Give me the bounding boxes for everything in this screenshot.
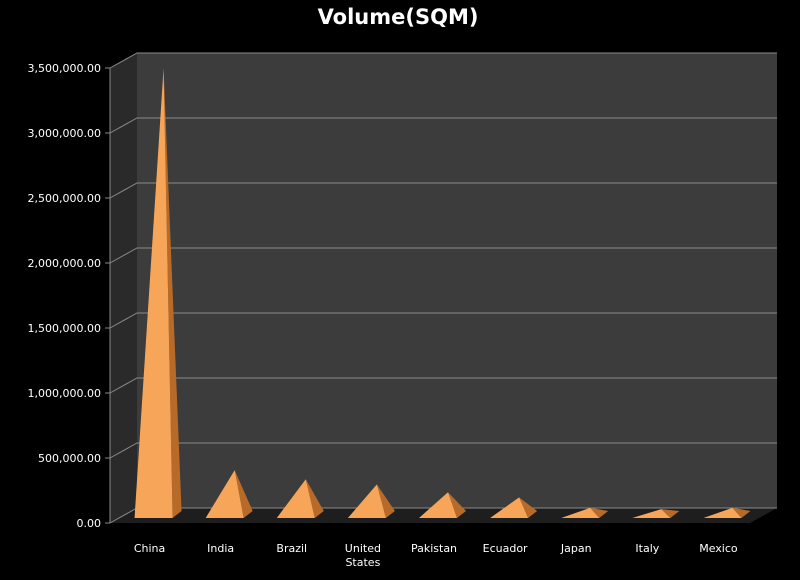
pyramid-side-face	[163, 68, 182, 519]
pyramid-front-face	[561, 507, 600, 518]
gridline	[109, 247, 777, 264]
pyramid-front-face	[419, 492, 457, 518]
pyramid-front-face	[490, 497, 529, 518]
bars	[134, 68, 751, 519]
pyramid-side-face	[234, 470, 253, 518]
pyramid-front-face	[276, 479, 315, 518]
plot-walls	[110, 53, 777, 523]
pyramid-side-face	[376, 484, 395, 518]
x-category-label: Japan	[560, 542, 592, 555]
y-tick-label: 3,500,000.00	[28, 62, 101, 75]
x-category-label: Mexico	[699, 542, 738, 555]
gridline	[109, 312, 777, 329]
gridline	[109, 377, 777, 394]
pyramid-side-face	[732, 507, 751, 518]
pyramid-side-face	[448, 492, 466, 518]
y-tick-label: 1,000,000.00	[28, 387, 101, 400]
y-tick-label: 1,500,000.00	[28, 322, 101, 335]
gridline	[109, 442, 777, 459]
x-axis-categories: China India Brazil United States Pakistan Ecua…	[134, 542, 738, 569]
pyramid-bar-united-states	[347, 484, 395, 518]
pyramid-bar-pakistan	[419, 492, 466, 518]
pyramid-front-face	[703, 507, 742, 518]
y-tick-label: 2,500,000.00	[28, 192, 101, 205]
gridline	[109, 182, 777, 199]
pyramid-front-face	[134, 68, 173, 519]
x-category-label: United States	[345, 542, 381, 569]
pyramid-side-face	[590, 507, 609, 518]
x-category-label: Brazil	[276, 542, 307, 555]
x-category-label: India	[207, 542, 234, 555]
side-wall	[110, 53, 137, 523]
y-tick-label: 0.00	[77, 517, 102, 530]
pyramid-front-face	[205, 470, 244, 518]
pyramid-bar-brazil	[276, 479, 324, 518]
gridline	[109, 117, 777, 134]
pyramid-bar-italy	[632, 509, 680, 518]
y-axis-ticks: 0.00 500,000.00 1,000,000.00 1,500,000.00 2,…	[28, 62, 111, 530]
pyramid-front-face	[347, 484, 386, 518]
pyramid-bar-ecuador	[490, 497, 538, 518]
y-tick-label: 3,000,000.00	[28, 127, 101, 140]
pyramid-bar-china	[134, 68, 182, 519]
y-tick-label: 2,000,000.00	[28, 257, 101, 270]
y-tick-label: 500,000.00	[38, 452, 101, 465]
x-category-label: Italy	[635, 542, 659, 555]
back-wall	[137, 53, 777, 508]
pyramid-front-face	[632, 509, 671, 518]
x-category-label: Ecuador	[483, 542, 528, 555]
gridline	[109, 52, 777, 69]
pyramid-bar-mexico	[703, 507, 751, 518]
x-category-label: China	[134, 542, 165, 555]
pyramid-side-face	[305, 479, 324, 518]
pyramid-bar-japan	[561, 507, 609, 518]
pyramid-side-face	[519, 497, 538, 518]
x-category-label: Pakistan	[411, 542, 457, 555]
pyramid-side-face	[661, 509, 680, 518]
pyramid-bar-india	[205, 470, 253, 518]
chart-title: Volume(SQM)	[318, 5, 479, 29]
